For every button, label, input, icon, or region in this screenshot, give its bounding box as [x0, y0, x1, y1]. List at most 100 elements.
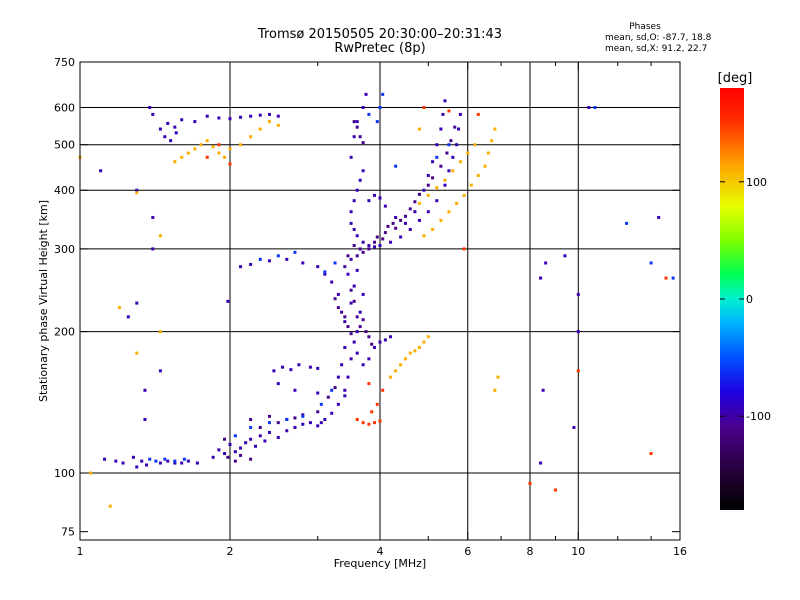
data-point — [649, 261, 653, 265]
data-point — [593, 106, 597, 110]
data-point — [352, 199, 356, 203]
data-point — [441, 112, 445, 116]
x-tick-label: 2 — [227, 545, 234, 558]
data-point — [158, 369, 162, 373]
data-point — [417, 218, 421, 222]
data-point — [417, 346, 421, 350]
data-point — [301, 261, 305, 265]
data-point — [217, 116, 221, 120]
data-point — [239, 265, 243, 269]
data-point — [297, 363, 301, 367]
data-point — [205, 155, 209, 159]
data-point — [211, 145, 215, 149]
data-point — [576, 330, 580, 334]
data-point — [361, 292, 365, 296]
data-point — [394, 164, 398, 168]
data-point — [378, 419, 382, 423]
data-point — [399, 218, 403, 222]
data-point — [443, 183, 447, 187]
data-point — [367, 112, 371, 116]
data-point — [386, 224, 390, 228]
data-point — [330, 388, 334, 392]
data-point — [173, 125, 177, 129]
data-point — [563, 254, 567, 258]
data-point — [226, 299, 230, 303]
data-point — [285, 429, 289, 433]
data-point — [378, 244, 382, 248]
data-point — [349, 332, 353, 336]
data-point — [361, 421, 365, 425]
data-point — [148, 457, 152, 461]
data-point — [657, 215, 661, 219]
data-point — [447, 169, 451, 173]
data-point — [211, 455, 215, 459]
data-point — [239, 143, 243, 147]
y-tick-label: 75 — [61, 526, 75, 539]
data-point — [367, 382, 371, 386]
data-point — [572, 425, 576, 429]
data-point — [576, 369, 580, 373]
data-point — [239, 115, 243, 119]
colorbar-tick-label: -100 — [746, 410, 771, 423]
data-point — [375, 120, 379, 124]
data-point — [205, 114, 209, 118]
data-point — [135, 191, 139, 195]
data-point — [226, 455, 230, 459]
data-point — [349, 357, 353, 361]
data-point — [108, 504, 112, 508]
data-point — [323, 270, 327, 274]
data-point — [539, 276, 543, 280]
data-point — [151, 247, 155, 251]
data-point — [403, 214, 407, 218]
data-point — [413, 349, 417, 353]
data-point — [553, 488, 557, 492]
data-point — [483, 164, 487, 168]
data-point — [293, 425, 297, 429]
data-point — [361, 250, 365, 254]
data-point — [349, 221, 353, 225]
data-point — [249, 262, 253, 266]
data-point — [205, 139, 209, 143]
x-tick-label: 4 — [377, 545, 384, 558]
data-point — [349, 288, 353, 292]
data-point — [349, 155, 353, 159]
data-point — [355, 254, 359, 258]
data-point — [343, 394, 347, 398]
data-point — [186, 151, 190, 155]
data-point — [267, 112, 271, 116]
data-point — [349, 257, 353, 261]
data-point — [391, 221, 395, 225]
data-point — [462, 193, 466, 197]
data-point — [358, 247, 362, 251]
data-point — [186, 459, 190, 463]
y-tick-label: 300 — [54, 243, 75, 256]
data-point — [244, 441, 248, 445]
data-point — [449, 139, 453, 143]
data-point — [319, 421, 323, 425]
data-point — [169, 139, 173, 143]
data-point — [399, 363, 403, 367]
x-axis-label: Frequency [MHz] — [334, 557, 426, 570]
data-point — [258, 434, 262, 438]
data-point — [361, 363, 365, 367]
data-point — [649, 452, 653, 456]
data-point — [403, 357, 407, 361]
data-point — [143, 417, 147, 421]
data-point — [249, 437, 253, 441]
data-point — [253, 444, 257, 448]
data-point — [383, 231, 387, 235]
chart-title: Tromsø 20150505 20:30:00–20:31:43 — [257, 27, 503, 42]
data-point — [378, 340, 382, 344]
data-point — [576, 292, 580, 296]
data-point — [336, 292, 340, 296]
data-point — [316, 410, 320, 414]
data-point — [355, 268, 359, 272]
data-point — [455, 201, 459, 205]
data-point — [131, 455, 135, 459]
data-point — [352, 284, 356, 288]
data-point — [408, 227, 412, 231]
data-point — [99, 169, 103, 173]
data-point — [336, 375, 340, 379]
data-points — [78, 92, 675, 508]
data-point — [293, 250, 297, 254]
